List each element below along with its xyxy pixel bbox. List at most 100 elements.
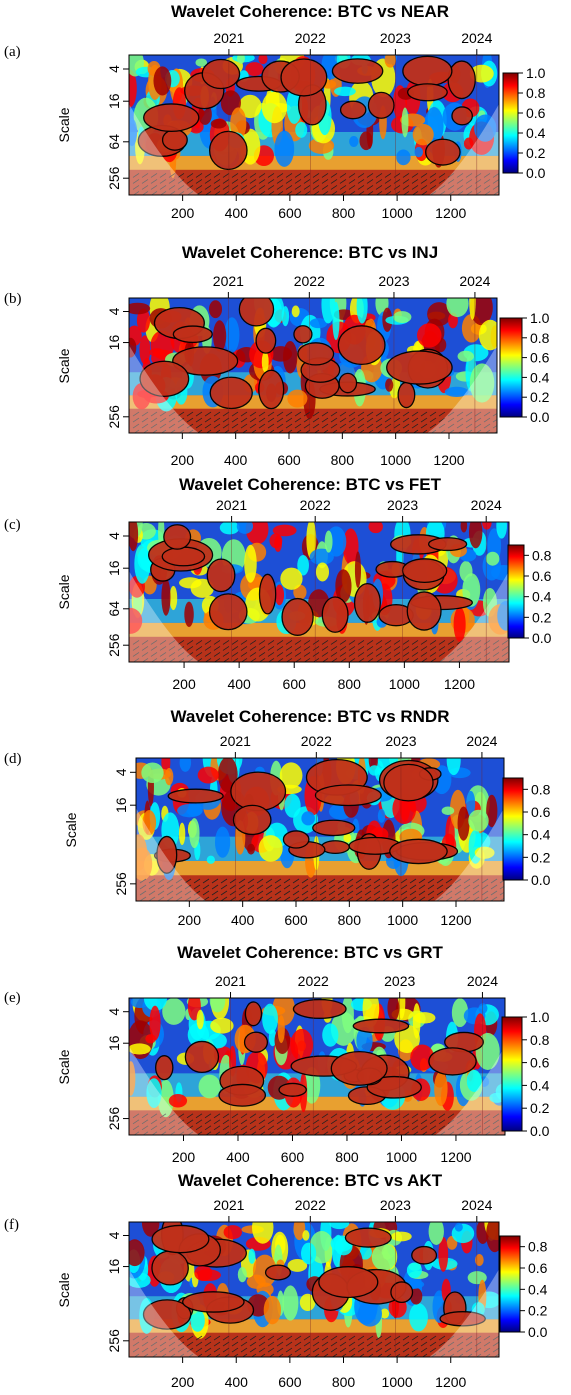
phase-arrow [274, 896, 282, 901]
phase-arrow [393, 1347, 401, 1353]
phase-arrow [267, 640, 275, 645]
cone-of-influence-left [129, 104, 199, 195]
phase-arrow [204, 411, 212, 417]
phase-arrow [367, 1353, 374, 1357]
phase-arrow [142, 1131, 149, 1135]
phase-arrow [420, 423, 428, 429]
phase-arrow [429, 411, 437, 417]
phase-arrow [231, 179, 239, 184]
phase-arrow [330, 1341, 338, 1347]
coherence-blob [287, 1259, 308, 1272]
phase-arrow [213, 423, 221, 429]
phase-arrow [276, 417, 284, 423]
y-tick-label: 4 [106, 65, 122, 73]
phase-arrow [205, 1131, 212, 1135]
phase-arrow [429, 1119, 437, 1125]
phase-arrow [492, 185, 499, 190]
phase-arrow [195, 640, 203, 645]
y-tick-label: 64 [106, 601, 122, 617]
top-tick-label: 2024 [466, 733, 497, 749]
phase-arrow [328, 878, 336, 884]
phase-arrow [438, 1335, 446, 1341]
phase-arrow [312, 173, 320, 178]
significant-region [390, 1281, 414, 1304]
phase-arrow [193, 890, 201, 896]
significant-region [151, 1224, 210, 1254]
phase-arrow [231, 652, 239, 657]
phase-arrow [202, 896, 210, 901]
significant-region [451, 106, 473, 126]
coherence-blob [469, 298, 476, 320]
phase-arrow [213, 411, 221, 417]
phase-arrow [195, 423, 203, 429]
phase-arrow [160, 1131, 167, 1135]
phase-arrow [150, 646, 158, 651]
phase-arrow [393, 185, 401, 190]
coherence-blob [272, 524, 297, 537]
significant-region [232, 804, 272, 836]
phase-arrow [267, 173, 275, 178]
phase-arrow [292, 890, 300, 896]
phase-arrow [330, 1119, 338, 1125]
coherence-blob [380, 1308, 390, 1319]
phase-arrow [420, 185, 428, 190]
significant-region [142, 1299, 192, 1330]
phase-arrow [429, 640, 437, 645]
coherence-blob [179, 758, 192, 772]
coherence-blob [197, 766, 219, 784]
coherence-blob [309, 548, 334, 566]
phase-arrow [328, 884, 336, 890]
phase-arrow [357, 423, 365, 429]
phase-arrow [265, 890, 273, 896]
phase-arrow [204, 417, 212, 423]
phase-arrow [454, 878, 462, 884]
phase-arrow [186, 1119, 194, 1125]
phase-arrow [211, 884, 219, 890]
phase-arrow [492, 412, 497, 417]
phase-arrow [348, 173, 356, 178]
significant-region [425, 138, 461, 166]
phase-arrow [454, 884, 462, 890]
x-tick-label: 600 [283, 676, 307, 692]
phase-arrow [357, 646, 365, 651]
phase-arrow [393, 1341, 401, 1347]
phase-arrow [177, 1113, 185, 1119]
phase-arrow [186, 417, 194, 423]
phase-arrow [249, 652, 257, 657]
phase-arrow [132, 646, 140, 651]
panel-letter: (f) [4, 1217, 19, 1233]
phase-arrow [402, 646, 410, 651]
cone-of-influence-right [427, 345, 497, 433]
phase-arrow [250, 429, 257, 433]
phase-arrow [141, 179, 149, 184]
phase-arrow [247, 884, 255, 890]
phase-arrow [357, 417, 365, 423]
phase-arrow [456, 1341, 464, 1347]
x-tick-label: 800 [338, 912, 362, 928]
phase-arrow [159, 417, 167, 423]
phase-arrow [484, 429, 491, 433]
phase-arrow [301, 890, 309, 896]
phase-arrow [186, 1347, 194, 1353]
coherence-blob [497, 600, 509, 631]
phase-arrow [463, 896, 471, 901]
coherence-blob [416, 323, 442, 348]
phase-arrow [294, 1341, 302, 1347]
phase-arrow [276, 640, 284, 645]
coherence-blob [136, 308, 151, 333]
coherence-blob [354, 551, 362, 589]
x-tick-label: 1200 [435, 205, 466, 221]
coherence-blob [356, 298, 368, 324]
phase-arrow [241, 1353, 248, 1357]
phase-arrow [376, 1131, 383, 1135]
phase-arrow [285, 179, 293, 184]
phase-arrow [373, 878, 381, 884]
phase-arrow [312, 1341, 320, 1347]
colorbar-tick-label: 0.8 [528, 1239, 548, 1255]
y-tick-label: 16 [106, 560, 122, 576]
phase-arrow [159, 1119, 167, 1125]
phase-arrow [276, 423, 284, 429]
coherence-blob [466, 790, 476, 817]
coherence-blob [466, 1069, 482, 1092]
